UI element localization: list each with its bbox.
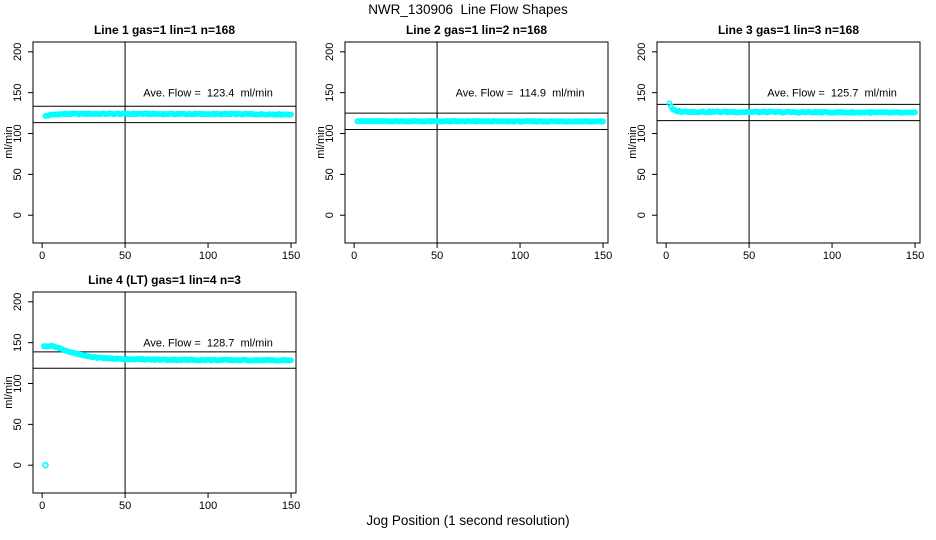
scatter-points (42, 110, 294, 119)
figure-title: NWR_130906 Line Flow Shapes (368, 2, 568, 17)
x-tick-label: 50 (119, 250, 131, 262)
x-tick-label: 0 (39, 500, 45, 512)
y-tick-label: 0 (636, 212, 648, 218)
data-point (288, 357, 294, 364)
x-tick-label: 150 (594, 250, 612, 262)
y-tick-label: 100 (324, 124, 336, 142)
y-tick-label: 200 (12, 293, 24, 311)
y-tick-label: 100 (12, 374, 24, 392)
plot-box (656, 41, 921, 244)
y-tick-label: 50 (12, 168, 24, 180)
panel-2: Line 2 gas=1 lin=2 n=168 0 50 100 150 0 50 100 1… (315, 23, 612, 262)
y-tick-label: 0 (324, 212, 336, 218)
y-tick-label: 200 (636, 43, 648, 61)
panel-1: Line 1 gas=1 lin=1 n=168 0 50 100 150 0 50 100 1… (3, 23, 300, 262)
plot-box (32, 41, 297, 244)
y-tick-label: 150 (636, 83, 648, 101)
y-axis-label: ml/min (315, 126, 327, 158)
y-tick-label: 50 (636, 168, 648, 180)
isolated-data-point (42, 461, 49, 469)
x-tick-label: 100 (199, 250, 217, 262)
ave-flow-annotation: Ave. Flow = 125.7 ml/min (767, 88, 897, 100)
x-axis-global-label: Jog Position (1 second resolution) (366, 513, 570, 528)
y-axis-label: ml/min (3, 376, 15, 408)
ave-flow-annotation: Ave. Flow = 128.7 ml/min (143, 338, 273, 350)
y-axis-label: ml/min (3, 126, 15, 158)
scatter-points (40, 342, 294, 364)
y-tick-label: 100 (636, 124, 648, 142)
y-tick-label: 150 (324, 83, 336, 101)
y-tick-label: 50 (12, 418, 24, 430)
y-tick-label: 100 (12, 124, 24, 142)
panel-title: Line 2 gas=1 lin=2 n=168 (406, 23, 547, 37)
x-tick-label: 0 (351, 250, 357, 262)
x-tick-label: 50 (743, 250, 755, 262)
x-tick-label: 50 (431, 250, 443, 262)
y-tick-label: 0 (12, 212, 24, 218)
x-tick-label: 0 (663, 250, 669, 262)
x-tick-label: 150 (282, 500, 300, 512)
x-tick-label: 150 (282, 250, 300, 262)
y-tick-label: 50 (324, 168, 336, 180)
data-point (600, 118, 606, 125)
panel-title: Line 4 (LT) gas=1 lin=4 n=3 (88, 273, 241, 287)
scatter-points (354, 117, 606, 125)
panel-title: Line 1 gas=1 lin=1 n=168 (94, 23, 235, 37)
x-tick-label: 100 (199, 500, 217, 512)
y-tick-label: 150 (12, 83, 24, 101)
x-tick-label: 100 (823, 250, 841, 262)
ave-flow-annotation: Ave. Flow = 123.4 ml/min (143, 88, 273, 100)
y-tick-label: 200 (324, 43, 336, 61)
x-tick-label: 0 (39, 250, 45, 262)
scatter-points (666, 100, 918, 116)
x-tick-label: 100 (511, 250, 529, 262)
panel-4: Line 4 (LT) gas=1 lin=4 n=3 0 50 100 150 0 50 1… (3, 273, 300, 512)
y-tick-label: 200 (12, 43, 24, 61)
y-tick-label: 150 (12, 333, 24, 351)
y-tick-label: 0 (12, 462, 24, 468)
data-point (912, 109, 918, 116)
y-axis-label: ml/min (627, 126, 639, 158)
x-tick-label: 150 (906, 250, 924, 262)
panel-3: Line 3 gas=1 lin=3 n=168 0 50 100 150 0 50 100 1… (627, 23, 924, 262)
data-point (288, 111, 294, 118)
x-tick-label: 50 (119, 500, 131, 512)
panel-title: Line 3 gas=1 lin=3 n=168 (718, 23, 859, 37)
plot-box (32, 291, 297, 494)
ave-flow-annotation: Ave. Flow = 114.9 ml/min (456, 88, 585, 100)
plot-box (344, 41, 609, 244)
